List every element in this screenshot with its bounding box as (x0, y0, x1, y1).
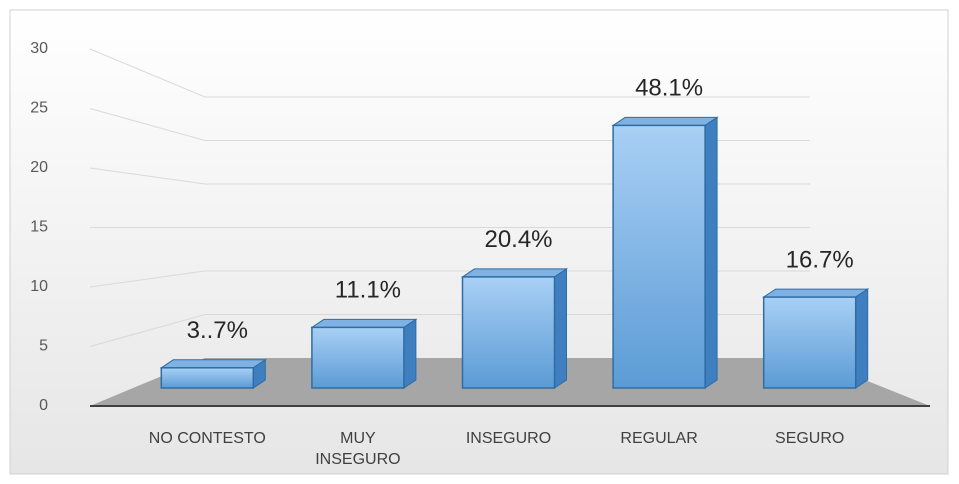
data-label: 16.7% (786, 246, 854, 273)
y-tick-label: 30 (30, 40, 48, 57)
bar (612, 124, 706, 389)
y-tick-label: 0 (39, 397, 48, 414)
grid-line (89, 48, 810, 98)
bar-side (554, 267, 567, 389)
bar-top (159, 359, 267, 369)
data-label: 11.1% (335, 277, 401, 304)
bar-top (460, 268, 569, 278)
bar-side (855, 288, 869, 389)
y-tick-label: 10 (30, 278, 48, 295)
bar-top (611, 116, 719, 126)
bar-top (310, 318, 418, 328)
grid-line (89, 314, 810, 347)
y-tick-label: 20 (30, 159, 48, 176)
x-tick-label: INSEGURO (465, 430, 552, 447)
x-tick-label: MUY INSEGURO (315, 430, 401, 468)
grid-line (89, 270, 810, 288)
bar-side (704, 116, 718, 389)
bar-top (762, 288, 870, 298)
grid-line (89, 167, 810, 185)
y-tick-label: 25 (30, 100, 48, 117)
y-tick-label: 5 (39, 338, 48, 355)
data-label: 48.1% (635, 75, 703, 102)
x-tick-label: SEGURO (775, 430, 845, 447)
bar-side (403, 318, 417, 389)
x-tick-label: NO CONTESTO (148, 430, 266, 447)
x-tick-label: REGULAR (620, 430, 698, 447)
data-label: 3..7% (187, 317, 248, 344)
bar (461, 276, 556, 389)
data-label: 20.4% (484, 226, 552, 253)
y-tick-label: 15 (30, 219, 48, 236)
bar (762, 296, 857, 389)
grid-line (89, 108, 810, 141)
bar (160, 367, 255, 389)
bar (311, 326, 405, 389)
